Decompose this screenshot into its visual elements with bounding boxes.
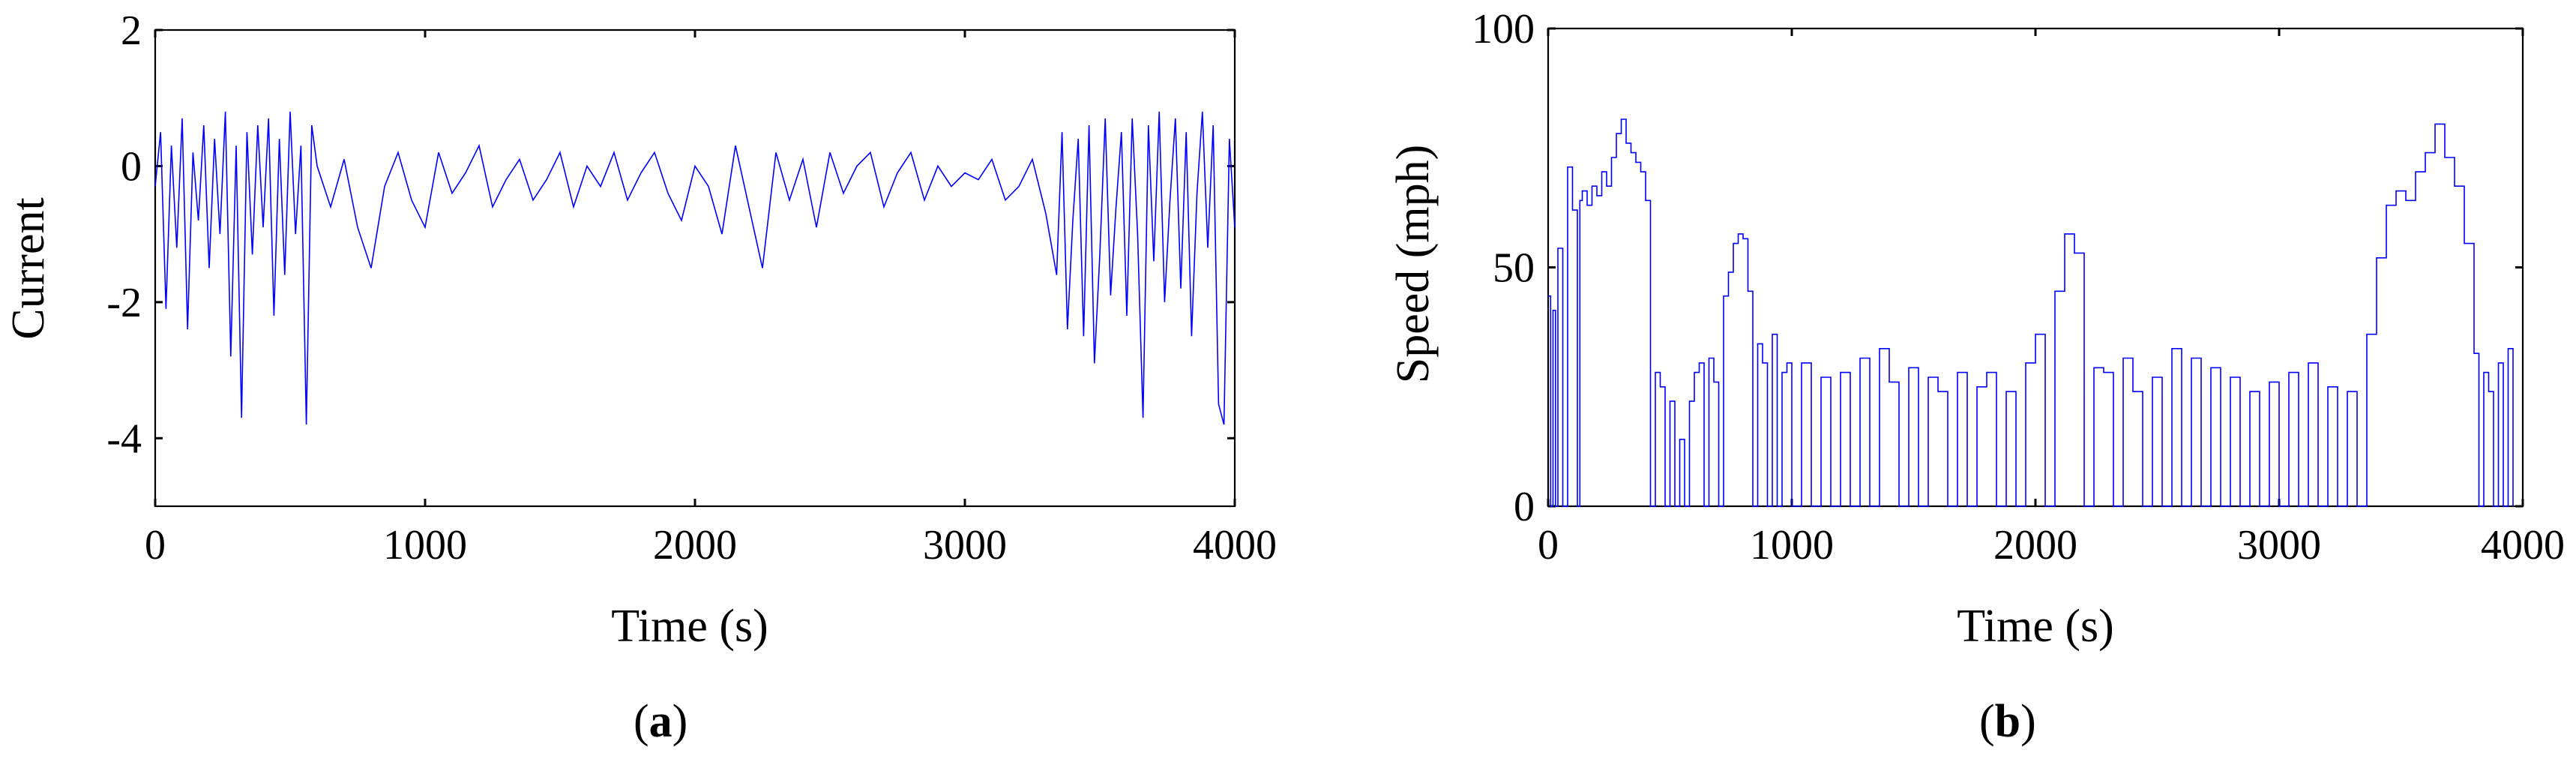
panel-a-xtick-label-1: 1000: [383, 522, 467, 568]
panel-a-xtick-label-4: 4000: [1193, 522, 1277, 568]
panel-b-ytick-label-1: 50: [1493, 245, 1535, 292]
panel-a-xlabel: Time (s): [611, 601, 768, 652]
panel-b-xtick-label-0: 0: [1538, 522, 1559, 568]
panel-a-ylabel: Current: [3, 197, 54, 339]
panel-a-ytick-label-1: -2: [106, 280, 142, 326]
panel-b-ytick-label-0: 0: [1514, 484, 1535, 530]
panel-a-ticks: [154, 28, 1236, 506]
panel-a-xtick-label-0: 0: [145, 522, 166, 568]
panel-b-xtick-label-2: 2000: [1993, 522, 2077, 568]
panel-b-tick-labels: 0 1000 2000 3000 4000 0 50 100: [1472, 6, 2565, 568]
panel-b-xtick-label-3: 3000: [2237, 522, 2321, 568]
panel-b-xtick-label-1: 1000: [1750, 522, 1834, 568]
panel-b-ylabel: Speed (mph): [1388, 145, 1439, 384]
panel-a-ytick-label-3: 2: [121, 8, 142, 54]
panel-a-ytick-label-2: 0: [121, 143, 142, 190]
panel-b-ytick-label-2: 100: [1472, 6, 1535, 52]
panel-a-ytick-label-0: -4: [106, 416, 142, 462]
panel-a-caption: (a): [634, 696, 687, 747]
panel-a-xtick-label-2: 2000: [653, 522, 737, 568]
panel-b-xlabel: Time (s): [1957, 601, 2114, 652]
panel-a-series-line: [154, 111, 1236, 425]
panel-b: 0 1000 2000 3000 4000 0 50 100 Time (s) Speed (…: [1388, 6, 2565, 747]
panel-b-caption: (b): [1979, 696, 2036, 747]
panel-b-xtick-label-4: 4000: [2481, 522, 2565, 568]
panel-a-xtick-label-3: 3000: [923, 522, 1007, 568]
panel-a: 0 1000 2000 3000 4000 -4 -2 0 2 Time (s) Current…: [3, 8, 1277, 747]
panel-a-tick-labels: 0 1000 2000 3000 4000 -4 -2 0 2: [106, 8, 1277, 568]
panel-b-series-line: [1548, 118, 2514, 507]
panel-a-frame: [154, 28, 1236, 508]
